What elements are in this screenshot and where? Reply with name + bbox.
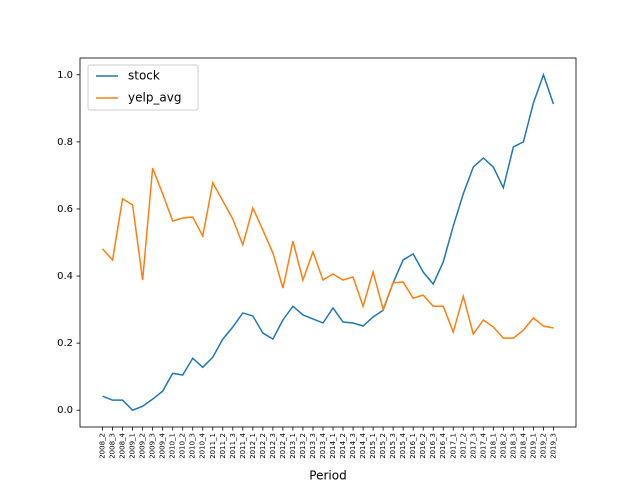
x-tick-label: 2018_1	[489, 433, 497, 459]
x-tick-label: 2014_1	[329, 433, 337, 459]
x-tick-label: 2018_4	[519, 432, 527, 458]
y-tick-label: 0.2	[57, 338, 73, 349]
x-tick-label: 2017_1	[449, 433, 457, 459]
x-tick-label: 2012_4	[279, 432, 287, 458]
x-tick-label: 2011_1	[209, 433, 217, 459]
series-line	[101, 167, 554, 339]
x-tick-label: 2012_2	[259, 433, 267, 459]
x-tick-label: 2009_4	[159, 432, 167, 458]
x-tick-label: 2013_2	[299, 433, 307, 459]
x-tick-label: 2013_3	[309, 433, 317, 459]
x-tick-label: 2018_3	[509, 433, 517, 459]
y-tick-label: 0.8	[57, 137, 73, 148]
y-tick-label: 1.0	[57, 70, 73, 81]
x-tick-label: 2015_3	[389, 433, 397, 459]
x-tick-label: 2017_3	[469, 433, 477, 459]
x-tick-label: 2010_2	[179, 433, 187, 459]
x-tick-label: 2012_1	[249, 433, 257, 459]
x-tick-label: 2016_4	[439, 432, 447, 458]
x-tick-label: 2013_1	[289, 433, 297, 459]
x-tick-label: 2008_3	[109, 433, 117, 459]
x-tick-label: 2009_3	[149, 433, 157, 459]
x-tick-label: 2013_4	[319, 432, 327, 458]
x-tick-label: 2010_1	[169, 433, 177, 459]
plot-frame	[79, 57, 577, 428]
x-tick-label: 2011_3	[229, 433, 237, 459]
x-axis-label: Period	[309, 469, 346, 480]
x-tick-label: 2019_2	[539, 433, 547, 459]
x-tick-label: 2015_2	[379, 433, 387, 459]
x-tick-label: 2016_2	[419, 433, 427, 459]
x-tick-label: 2014_3	[349, 433, 357, 459]
x-tick-label: 2016_1	[409, 433, 417, 459]
x-tick-label: 2012_3	[269, 433, 277, 459]
series-line	[102, 72, 555, 412]
x-tick-label: 2014_2	[339, 433, 347, 459]
x-tick-label: 2019_1	[529, 433, 537, 459]
x-tick-label: 2009_1	[129, 433, 137, 459]
x-tick-label: 2017_4	[479, 432, 487, 458]
x-tick-label: 2008_4	[119, 432, 127, 458]
x-tick-label: 2016_3	[429, 433, 437, 459]
x-tick-label: 2014_4	[359, 432, 367, 458]
x-tick-label: 2011_2	[219, 433, 227, 459]
x-tick-label: 2009_2	[139, 433, 147, 459]
x-tick-label: 2008_2	[99, 433, 107, 459]
x-tick-label: 2019_3	[549, 433, 557, 459]
x-tick-label: 2015_4	[399, 432, 407, 458]
y-tick-label: 0.4	[57, 271, 73, 282]
legend-label: yelp_avg	[128, 91, 182, 105]
x-tick-label: 2010_4	[199, 432, 207, 458]
y-tick-label: 0.0	[57, 405, 73, 416]
x-tick-label: 2011_4	[239, 432, 247, 458]
x-tick-label: 2010_3	[189, 433, 197, 459]
x-tick-label: 2015_1	[369, 433, 377, 459]
legend-label: stock	[128, 69, 160, 83]
x-tick-label: 2017_2	[459, 433, 467, 459]
y-tick-label: 0.6	[57, 204, 73, 215]
x-tick-label: 2018_2	[499, 433, 507, 459]
